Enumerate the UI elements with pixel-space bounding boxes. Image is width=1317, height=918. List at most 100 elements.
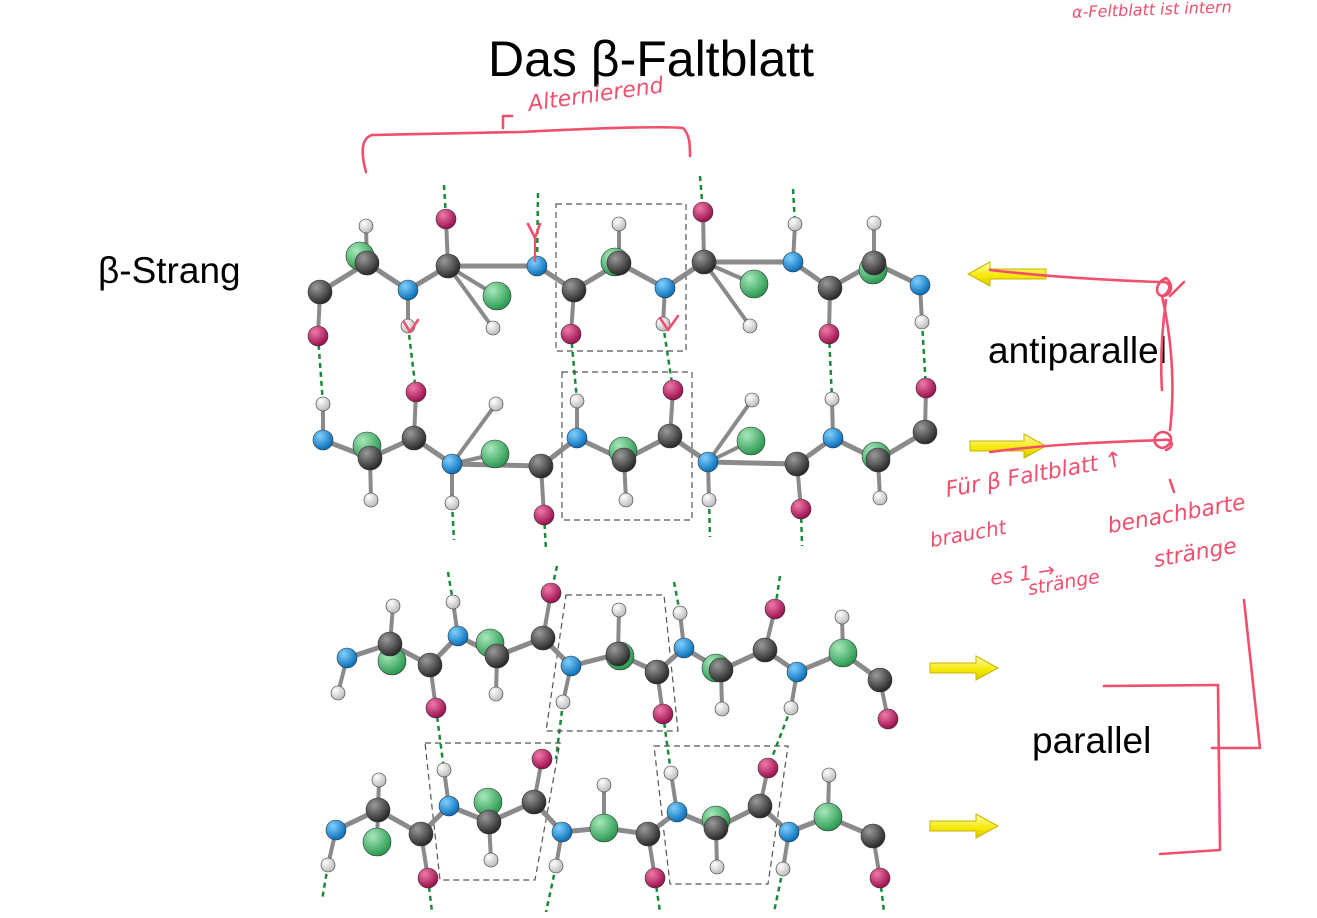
hydrogen-atom [821,767,837,783]
ink-connector [1210,598,1262,750]
hydrogen-bond [920,321,928,389]
carbon-atom [865,447,891,473]
nitrogen-atom [654,277,676,299]
carbon-atom [784,451,810,477]
residue-box [555,203,687,352]
ink-check-1 [402,318,420,334]
carbon-atom [307,279,333,305]
hydrogen-atom [783,700,799,716]
nitrogen-atom [397,279,419,301]
side-bond [450,402,498,466]
hydrogen-atom [445,594,461,610]
hydrogen-atom [483,852,499,868]
nitrogen-atom [822,427,844,449]
oxygen-atom [757,757,779,779]
hydrogen-atom [744,392,760,408]
carbon-atom [528,453,554,479]
nitrogen-atom [697,451,719,473]
carbon-atom [860,823,886,849]
hydrogen-atom [371,772,387,788]
nitrogen-atom [336,647,358,669]
oxygen-atom [662,379,684,401]
hydrogen-atom [436,762,452,778]
hydrogen-atom [320,857,336,873]
hydrogen-bond [544,865,558,913]
nitrogen-atom [447,625,469,647]
hydrogen-atom [663,765,679,781]
carbon-atom [417,652,443,678]
direction-arrow [969,433,1048,459]
side-chain-atom [739,269,769,299]
carbon-atom [530,625,556,651]
carbon-atom [561,277,587,303]
hydrogen-atom [596,777,612,793]
nitrogen-atom [673,637,695,659]
carbon-atom [606,250,632,276]
carbon-atom [401,425,427,451]
carbon-atom [365,797,391,823]
nitrogen-atom [778,821,800,843]
carbon-atom [861,250,887,276]
residue-box [424,742,561,881]
oxygen-atom [307,325,329,347]
hydrogen-atom [834,609,850,625]
carbon-atom [657,423,683,449]
side-bond [702,260,752,328]
oxygen-atom [644,867,666,889]
oxygen-atom [652,703,674,725]
oxygen-atom [692,201,714,223]
hydrogen-atom [701,492,717,508]
nitrogen-atom [312,429,334,451]
carbon-atom [691,249,717,275]
side-chain-atom [828,638,858,668]
oxygen-atom [818,323,840,345]
hydrogen-atom [714,701,730,717]
nitrogen-atom [566,427,588,449]
hydrogen-bond [653,877,662,913]
carbon-atom [644,659,670,685]
beta-strand-label: β-Strang [98,250,241,291]
nitrogen-atom [786,661,808,683]
carbon-atom [817,275,843,301]
direction-arrows [929,261,1048,839]
ink-bracket-alternierend [361,125,692,174]
hydrogen-bond [827,333,834,400]
nitrogen-atom [526,255,548,277]
ink-vertical [1159,298,1168,392]
hydrogen-atom [488,396,504,412]
oxygen-atom [533,504,555,526]
ink-arrow-anti-bottom [988,438,1174,454]
hydrogen-bond [320,864,330,901]
nitrogen-atom [551,821,573,843]
oxygen-atom [425,697,447,719]
hydrogen-bond [542,514,548,551]
hydrogen-bond [772,868,785,913]
carbon-atom [703,815,729,841]
hydrogen-bond [799,508,804,547]
hydrogen-bond [707,499,712,538]
carbon-atom [435,253,461,279]
side-chain-atom [480,439,510,469]
hydrogen-bond [549,565,559,594]
ink-loop-bottom [1153,430,1173,450]
hydrogen-atom [611,216,627,232]
hydrogen-atom [444,495,460,511]
carbon-atom [611,447,637,473]
hydrogen-atom [611,602,627,618]
hydrogen-atom [709,859,725,875]
nitrogen-atom [560,655,582,677]
hydrogen-atom [569,393,585,409]
hydrogen-atom [775,861,791,877]
hydrogen-bond [406,325,418,393]
oxygen-atom [560,323,582,345]
carbon-atom [484,643,510,669]
handwritten-strokes [361,114,1262,856]
carbon-atom [752,637,778,663]
side-chain-atom [482,281,512,311]
hydrogen-bond [766,707,793,769]
hydrogen-atom [385,598,401,614]
direction-arrow [966,261,1047,287]
carbon-atom [476,809,502,835]
carbon-atom [708,657,734,683]
